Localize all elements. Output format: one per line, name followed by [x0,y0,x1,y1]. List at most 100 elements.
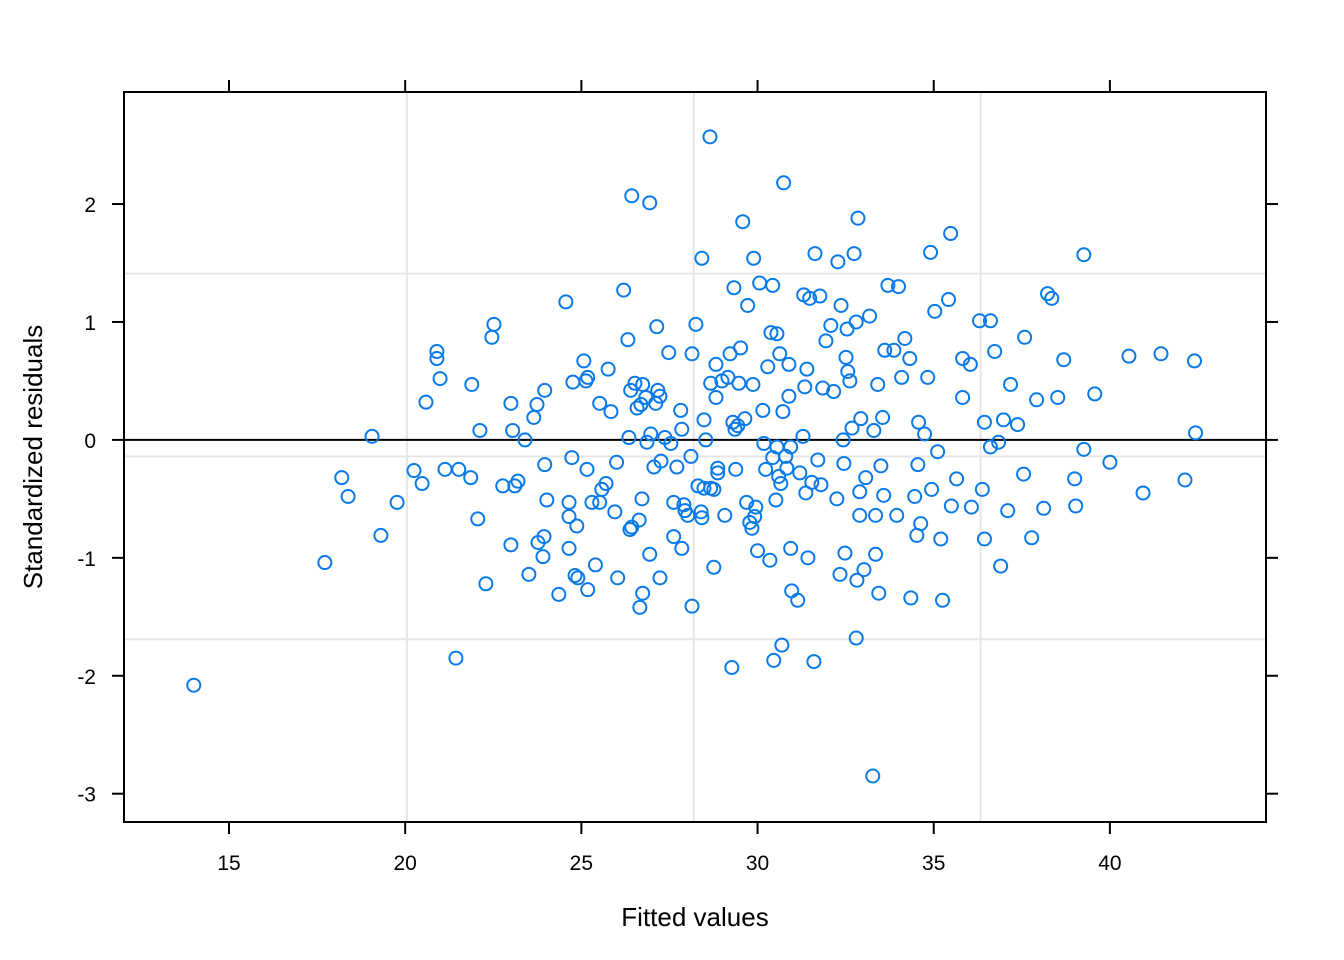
point [842,373,858,389]
point [852,484,868,500]
point [911,414,927,430]
point [674,540,690,556]
point [768,492,784,508]
point [772,346,788,362]
point [580,582,596,598]
point [478,576,494,592]
point [781,388,797,404]
point [930,444,946,460]
point [567,568,583,584]
x-tick-label: 30 [746,852,769,875]
point [991,434,1007,450]
point [558,294,574,310]
point [846,246,862,262]
point [710,465,726,481]
point [813,477,829,493]
point [364,428,380,444]
point [717,507,733,523]
point [903,590,919,606]
y-tick-label: -2 [77,666,96,689]
point [708,356,724,372]
point [797,379,813,395]
point [897,330,913,346]
point [806,654,822,670]
point [592,395,608,411]
point [688,316,704,332]
point [747,509,763,525]
point [724,660,740,676]
y-tick-label: -1 [77,548,96,571]
point [849,572,865,588]
y-axis-title: Standardized residuals [18,325,48,590]
point [1188,425,1204,441]
point [731,375,747,391]
point [913,516,929,532]
point [829,491,845,507]
point [1044,290,1060,306]
point [486,316,502,332]
point [955,389,971,405]
point [661,345,677,361]
point [564,450,580,466]
point [576,353,592,369]
point [976,414,992,430]
point [890,279,906,295]
point [856,562,872,578]
point [745,376,761,392]
point [766,652,782,668]
point [1076,247,1092,263]
point [838,349,854,365]
point [503,537,519,553]
point [818,333,834,349]
point [1153,346,1169,362]
point [962,356,978,372]
point [923,244,939,260]
point [943,498,959,514]
point [1076,441,1092,457]
point [1010,417,1026,433]
point [551,586,567,602]
point [792,465,808,481]
point [987,343,1003,359]
point [790,592,806,608]
point [976,531,992,547]
point [982,313,998,329]
point [726,280,742,296]
point [894,369,910,385]
point [1177,472,1193,488]
point [448,650,464,666]
point [762,552,778,568]
point [1186,353,1202,369]
point [1003,376,1019,392]
point [529,397,545,413]
point [698,432,714,448]
point [848,630,864,646]
point [760,359,776,375]
point [627,375,643,391]
point [673,402,689,418]
y-tick-label: 2 [84,194,96,217]
point [875,409,891,425]
point [799,361,815,377]
point [1121,348,1137,364]
point [871,585,887,601]
point [317,555,333,571]
point [802,290,818,306]
point [1017,329,1033,345]
point [694,510,710,526]
point [876,487,892,503]
point [868,507,884,523]
point [652,388,668,404]
point [974,481,990,497]
point [464,376,480,392]
point [889,507,905,523]
point [835,432,851,448]
point [993,558,1009,574]
point [429,343,445,359]
point [763,325,779,341]
point [634,491,650,507]
point [1056,352,1072,368]
point [584,494,600,510]
point [703,375,719,391]
